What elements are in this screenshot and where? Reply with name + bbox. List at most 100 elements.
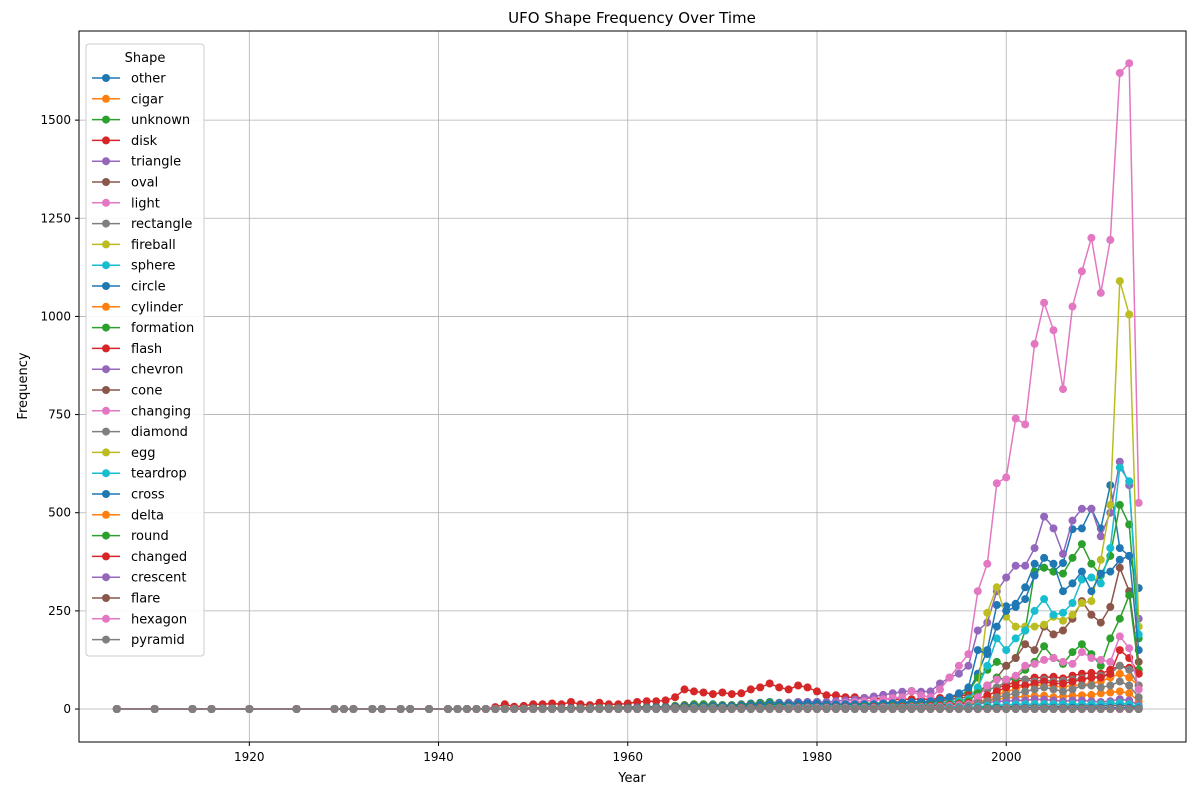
- data-point: [1002, 683, 1011, 692]
- data-point: [727, 705, 736, 713]
- data-point: [954, 661, 963, 670]
- data-point: [898, 687, 907, 696]
- data-point: [1106, 602, 1115, 611]
- data-point: [737, 705, 746, 713]
- data-point: [510, 705, 519, 713]
- legend-swatch-marker: [102, 573, 110, 582]
- data-point: [983, 608, 992, 617]
- data-point: [538, 705, 547, 713]
- data-point: [1115, 563, 1124, 572]
- data-point: [1096, 288, 1105, 297]
- data-point: [1068, 659, 1077, 668]
- data-point: [1030, 679, 1039, 688]
- data-point: [936, 679, 944, 688]
- data-point: [207, 705, 216, 713]
- legend-swatch-marker: [102, 406, 110, 415]
- legend-swatch-marker: [102, 427, 110, 436]
- data-point: [1115, 463, 1124, 472]
- legend-swatch-marker: [102, 365, 110, 374]
- data-point: [1049, 679, 1058, 688]
- data-point: [500, 705, 509, 713]
- data-point: [1068, 610, 1077, 619]
- legend-label: cone: [131, 384, 162, 399]
- data-point: [1115, 687, 1124, 696]
- data-point: [1125, 705, 1134, 713]
- data-point: [850, 705, 859, 713]
- data-point: [992, 705, 1001, 713]
- data-point: [1125, 477, 1134, 486]
- y-tick-label: 250: [48, 604, 71, 618]
- data-point: [1021, 640, 1030, 649]
- data-point: [1096, 569, 1105, 578]
- legend-entry: flash: [92, 342, 162, 357]
- data-point: [1125, 59, 1134, 68]
- x-axis: 1920 1940 1960 1980 2000: [234, 742, 1022, 764]
- legend-label: sphere: [131, 259, 175, 274]
- data-point: [1087, 559, 1096, 568]
- legend-label: hexagon: [131, 612, 187, 627]
- data-point: [973, 626, 982, 635]
- data-point: [1115, 555, 1124, 564]
- data-point: [1011, 414, 1020, 423]
- data-point: [1096, 579, 1105, 588]
- legend-title: Shape: [125, 51, 166, 66]
- legend-swatch-marker: [102, 282, 110, 290]
- data-point: [1096, 673, 1105, 682]
- data-point: [1115, 457, 1124, 466]
- data-point: [1087, 673, 1096, 682]
- data-point: [1096, 555, 1105, 564]
- data-point: [1106, 705, 1115, 713]
- data-point: [614, 705, 623, 713]
- legend-label: round: [131, 529, 169, 544]
- legend-swatch-marker: [102, 178, 110, 186]
- data-point: [1068, 599, 1077, 607]
- legend-entry: diamond: [92, 425, 188, 440]
- data-point: [1106, 669, 1115, 678]
- data-point: [642, 705, 651, 713]
- data-point: [964, 705, 973, 713]
- data-point: [1011, 602, 1020, 611]
- legend-swatch-marker: [102, 510, 110, 519]
- data-point: [1077, 504, 1086, 513]
- data-point: [813, 705, 821, 713]
- data-point: [983, 559, 992, 568]
- data-point: [425, 705, 434, 713]
- data-point: [1049, 610, 1058, 619]
- data-point: [604, 705, 613, 713]
- data-point: [529, 705, 538, 713]
- legend-entry: unknown: [92, 113, 190, 128]
- legend-label: rectangle: [131, 217, 192, 232]
- legend-entry: changed: [92, 550, 187, 565]
- data-point: [1030, 559, 1039, 568]
- data-point: [718, 705, 727, 713]
- data-point: [1040, 683, 1049, 692]
- data-point: [1125, 665, 1134, 674]
- data-point: [1077, 599, 1086, 607]
- data-point: [1002, 646, 1011, 655]
- legend-swatch-marker: [102, 386, 110, 394]
- legend-swatch-marker: [102, 136, 110, 145]
- data-point: [453, 705, 462, 713]
- data-point: [557, 705, 566, 713]
- legend-label: flare: [131, 592, 160, 607]
- data-point: [737, 689, 746, 698]
- data-point: [718, 688, 727, 697]
- data-point: [576, 705, 585, 713]
- data-point: [1106, 235, 1115, 244]
- legend-swatch-marker: [102, 198, 110, 207]
- data-point: [1030, 571, 1039, 580]
- data-point: [1030, 705, 1039, 713]
- data-point: [1096, 705, 1105, 713]
- y-tick-label: 1500: [40, 113, 71, 127]
- data-point: [1125, 681, 1134, 690]
- legend-swatch-marker: [102, 323, 110, 332]
- data-point: [292, 705, 301, 713]
- data-point: [983, 691, 992, 700]
- legend-label: changing: [131, 404, 191, 419]
- data-point: [671, 705, 680, 713]
- legend-entry: cylinder: [92, 300, 184, 315]
- data-point: [983, 705, 992, 713]
- legend-entry: cross: [92, 488, 165, 503]
- data-point: [992, 601, 1001, 609]
